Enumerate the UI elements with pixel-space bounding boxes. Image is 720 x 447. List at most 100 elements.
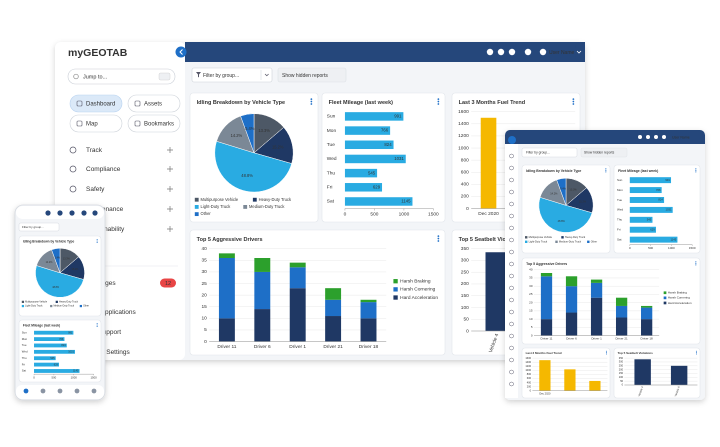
menu-dot[interactable] bbox=[605, 350, 607, 352]
menu-dot[interactable] bbox=[437, 98, 440, 100]
menu-dot[interactable] bbox=[96, 240, 98, 242]
nav-icon[interactable] bbox=[509, 165, 514, 171]
avatar[interactable] bbox=[539, 48, 547, 56]
menu-dot[interactable] bbox=[96, 324, 98, 326]
toolbar-icon[interactable] bbox=[524, 48, 532, 56]
nav-icon[interactable] bbox=[509, 345, 514, 351]
nav-label: Sustainability bbox=[86, 226, 125, 233]
quick-button[interactable] bbox=[69, 114, 123, 133]
menu-dot[interactable] bbox=[605, 353, 607, 355]
menu-dot[interactable] bbox=[695, 261, 697, 263]
menu-dot[interactable] bbox=[605, 352, 607, 354]
toolbar-icon[interactable] bbox=[646, 135, 650, 139]
menu-dot[interactable] bbox=[605, 169, 607, 171]
toolbar-icon[interactable] bbox=[638, 135, 642, 139]
menu-dot[interactable] bbox=[96, 241, 98, 243]
menu-dot[interactable] bbox=[96, 323, 98, 325]
bottom-nav-icon[interactable] bbox=[23, 388, 29, 394]
toolbar-icon[interactable] bbox=[45, 210, 51, 216]
y-tick-label: 600 bbox=[461, 170, 469, 176]
group-filter[interactable] bbox=[18, 222, 60, 232]
expand-icon[interactable] bbox=[167, 186, 173, 192]
nav-icon[interactable] bbox=[509, 153, 514, 159]
menu-dot[interactable] bbox=[605, 168, 607, 170]
menu-dot[interactable] bbox=[695, 353, 697, 355]
nav-icon[interactable] bbox=[509, 213, 514, 219]
menu-dot[interactable] bbox=[310, 103, 313, 105]
nav-icon[interactable] bbox=[509, 333, 514, 339]
menu-dot[interactable] bbox=[437, 240, 440, 242]
legend-swatch bbox=[79, 304, 82, 308]
menu-dot[interactable] bbox=[310, 98, 313, 100]
toolbar-icon[interactable] bbox=[508, 48, 516, 56]
toolbar-icon[interactable] bbox=[654, 135, 658, 139]
toolbar-icon[interactable] bbox=[69, 210, 75, 216]
toolbar-icon[interactable] bbox=[92, 210, 98, 216]
expand-icon[interactable] bbox=[167, 147, 173, 153]
menu-dot[interactable] bbox=[96, 325, 98, 327]
menu-dot[interactable] bbox=[572, 100, 575, 103]
expand-icon[interactable] bbox=[167, 206, 173, 212]
nav-icon[interactable] bbox=[509, 225, 514, 231]
menu-dot[interactable] bbox=[572, 103, 575, 105]
bottom-nav-icon[interactable] bbox=[40, 388, 46, 394]
menu-dot[interactable] bbox=[605, 171, 607, 173]
nav-icon[interactable] bbox=[509, 357, 514, 363]
bottom-nav-icon[interactable] bbox=[91, 388, 97, 394]
tablet-menu[interactable] bbox=[508, 136, 516, 144]
menu-dot[interactable] bbox=[96, 239, 98, 241]
quick-button[interactable] bbox=[69, 94, 123, 113]
group-filter[interactable] bbox=[191, 67, 273, 83]
menu-dot[interactable] bbox=[310, 100, 313, 103]
card-title: Top 5 Seatbelt Violations bbox=[618, 351, 654, 355]
expand-icon[interactable] bbox=[167, 166, 173, 172]
nav-icon[interactable] bbox=[509, 309, 514, 315]
nav-icon[interactable] bbox=[509, 285, 514, 291]
menu-dot[interactable] bbox=[695, 352, 697, 354]
nav-icon[interactable] bbox=[509, 177, 514, 183]
menu-dot[interactable] bbox=[437, 237, 440, 240]
tablet-top-bar-fill bbox=[505, 138, 705, 144]
quick-button[interactable] bbox=[127, 114, 181, 133]
nav-icon[interactable] bbox=[509, 189, 514, 195]
menu-dot[interactable] bbox=[695, 262, 697, 264]
menu-dot[interactable] bbox=[437, 100, 440, 103]
toolbar-icon[interactable] bbox=[81, 210, 87, 216]
quick-button[interactable] bbox=[127, 94, 181, 113]
hidden-reports[interactable] bbox=[277, 67, 347, 83]
nav-icon[interactable] bbox=[509, 201, 514, 207]
menu-dot[interactable] bbox=[437, 235, 440, 237]
nav-icon[interactable] bbox=[509, 369, 514, 375]
nav-icon[interactable] bbox=[509, 321, 514, 327]
bar-segment bbox=[590, 282, 603, 298]
nav-icon[interactable] bbox=[509, 249, 514, 255]
menu-dot[interactable] bbox=[695, 168, 697, 170]
menu-dot[interactable] bbox=[695, 264, 697, 266]
bottom-nav-icon[interactable] bbox=[57, 388, 63, 394]
nav-icon[interactable] bbox=[509, 261, 514, 267]
menu-dot[interactable] bbox=[572, 98, 575, 100]
hidden-reports[interactable] bbox=[580, 147, 628, 158]
bottom-nav-icon[interactable] bbox=[74, 388, 80, 394]
toolbar-icon[interactable] bbox=[662, 135, 666, 139]
nav-icon[interactable] bbox=[509, 381, 514, 387]
legend-swatch bbox=[194, 197, 199, 202]
toolbar-icon[interactable] bbox=[486, 48, 494, 56]
collapse-button[interactable] bbox=[175, 46, 187, 58]
nav-icon[interactable] bbox=[509, 237, 514, 243]
nav-icon[interactable] bbox=[509, 297, 514, 303]
toolbar-icon[interactable] bbox=[497, 48, 505, 56]
menu-dot[interactable] bbox=[695, 350, 697, 352]
legend-swatch bbox=[21, 300, 25, 303]
legend-label: Harsh Braking bbox=[400, 278, 431, 284]
expand-icon[interactable] bbox=[167, 226, 173, 232]
y-tick-label: Fri bbox=[22, 362, 26, 366]
menu-dot[interactable] bbox=[437, 103, 440, 105]
nav-icon[interactable] bbox=[509, 273, 514, 279]
search-box[interactable] bbox=[67, 68, 176, 85]
x-tick-label: Driver 18 bbox=[641, 337, 654, 341]
menu-dot[interactable] bbox=[695, 171, 697, 173]
menu-dot[interactable] bbox=[695, 169, 697, 171]
group-filter[interactable] bbox=[521, 147, 578, 158]
toolbar-icon[interactable] bbox=[57, 210, 63, 216]
